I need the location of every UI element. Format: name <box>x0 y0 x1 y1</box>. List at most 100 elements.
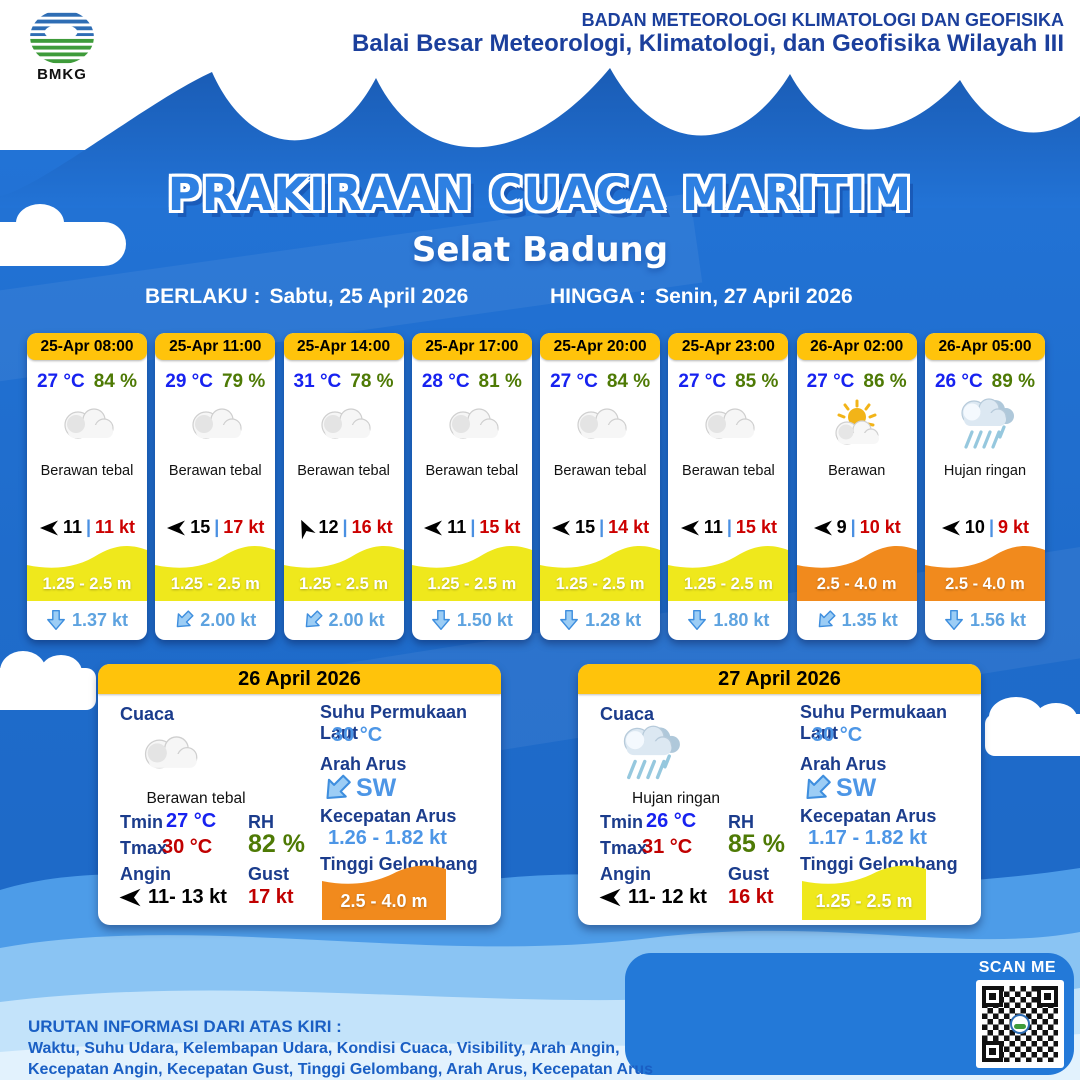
air-temperature: 27 °C <box>678 371 727 392</box>
air-temperature: 27 °C <box>36 371 85 392</box>
scan-panel: SCAN ME <box>625 953 1074 1075</box>
current-speed-label: Kecepatan Arus <box>320 806 457 826</box>
wind-speed: 10 kt <box>859 517 901 537</box>
tmax-label: Tmax <box>600 838 648 858</box>
forecast-time: 25-Apr 20:00 <box>540 333 661 360</box>
weather-label: Cuaca <box>120 704 175 724</box>
visibility-value: 11 <box>62 517 82 537</box>
visibility-value: 12 <box>318 517 339 537</box>
gust-label: Gust <box>248 864 290 884</box>
wind-speed: 17 kt <box>223 517 265 537</box>
current-direction-value: SW <box>356 774 397 802</box>
air-temperature: 26 °C <box>934 371 983 392</box>
weather-condition: Berawan <box>828 463 886 479</box>
current-speed: 2.00 kt <box>200 609 257 630</box>
weather-condition: Hujan ringan <box>943 463 1027 479</box>
current-direction-icon <box>315 767 358 810</box>
qr-code <box>976 980 1064 1068</box>
rh-label: RH <box>728 812 754 832</box>
current-row: 1.50 kt <box>412 609 532 631</box>
current-row: 1.37 kt <box>27 609 147 631</box>
wind-row: 11- 12 kt <box>598 886 707 909</box>
separator: | <box>214 517 220 537</box>
forecast-time: 25-Apr 14:00 <box>283 333 404 360</box>
qr-finder-icon <box>982 1041 1003 1062</box>
wind-row: 15 | 17 kt <box>155 517 275 538</box>
forecast-time: 25-Apr 11:00 <box>155 333 276 360</box>
forecast-time: 26-Apr 05:00 <box>924 333 1045 360</box>
forecast-time: 26-Apr 02:00 <box>796 333 917 360</box>
wave-height: 1.25 - 2.5 m <box>683 575 773 593</box>
wave-height: 1.25 - 2.5 m <box>299 575 389 593</box>
org-name-line2: Balai Besar Meteorologi, Klimatologi, da… <box>352 30 1064 57</box>
weather-condition: Berawan tebal <box>553 463 647 479</box>
wave-height: 1.25 - 2.5 m <box>815 891 913 911</box>
wave-height-band: 1.25 - 2.5 m <box>27 545 147 601</box>
current-direction-icon <box>46 609 66 631</box>
wind-speed: 11 kt <box>95 517 136 537</box>
current-direction-icon <box>431 609 451 631</box>
separator: | <box>85 517 92 537</box>
wind-direction-icon <box>813 519 833 537</box>
visibility-value: 15 <box>190 517 211 537</box>
current-speed: 1.28 kt <box>585 609 642 630</box>
valid-from: BERLAKU : Sabtu, 25 April 2026 <box>145 285 468 309</box>
weather-condition: Hujan ringan <box>632 790 720 807</box>
wind-direction-icon <box>292 515 317 541</box>
sea-surface-temp-value: 30 °C <box>332 724 383 746</box>
humidity: 81 % <box>478 371 522 392</box>
wind-row: 10 | 9 kt <box>925 517 1045 538</box>
area-name: Selat Badung <box>411 230 669 270</box>
current-row: 1.56 kt <box>925 609 1045 631</box>
current-speed-value: 1.26 - 1.82 kt <box>328 827 447 849</box>
forecast-time: 25-Apr 23:00 <box>668 333 789 360</box>
humidity: 85 % <box>735 371 779 392</box>
wave-height-band: 1.25 - 2.5 m <box>802 865 926 920</box>
footer-info-title: URUTAN INFORMASI DARI ATAS KIRI : <box>28 1017 342 1036</box>
wave-height-band: 1.25 - 2.5 m <box>155 545 276 601</box>
current-direction-icon <box>811 605 841 635</box>
wave-height-band: 2.5 - 4.0 m <box>322 865 446 920</box>
wave-height-band: 1.25 - 2.5 m <box>540 545 661 601</box>
wind-direction-icon <box>598 887 622 908</box>
forecast-card: 25-Apr 08:00 27 °C 84 % Berawan tebal 11 … <box>27 333 147 640</box>
visibility-value: 15 <box>575 517 596 537</box>
qr-finder-icon <box>982 986 1003 1007</box>
weather-icon <box>824 395 890 455</box>
weather-condition: Berawan tebal <box>168 463 262 479</box>
current-row: 1.35 kt <box>797 609 917 631</box>
current-direction-icon <box>298 605 328 635</box>
wind-speed: 15 kt <box>479 517 521 537</box>
wind-range: 11- 13 kt <box>148 886 227 908</box>
humidity: 78 % <box>350 371 394 392</box>
current-speed-value: 1.17 - 1.82 kt <box>808 827 927 849</box>
daily-summary-card: 27 April 2026 Cuaca Hujan ringan Tmin 26… <box>578 664 981 925</box>
hourly-forecast-row: 25-Apr 08:00 27 °C 84 % Berawan tebal 11 … <box>27 333 1045 640</box>
weather-icon <box>695 395 761 455</box>
weather-icon <box>132 722 206 786</box>
qr-finder-icon <box>1037 986 1058 1007</box>
current-direction-value: SW <box>836 774 877 802</box>
wind-speed: 9 kt <box>997 517 1030 537</box>
current-direction-label: Arah Arus <box>320 754 407 774</box>
wind-label: Angin <box>120 864 171 884</box>
current-direction-icon <box>795 767 838 810</box>
sea-surface-temp-value: 30 °C <box>812 724 863 746</box>
current-speed: 1.35 kt <box>841 609 898 630</box>
wind-row: 9 | 10 kt <box>797 517 917 538</box>
tmax-value: 30 °C <box>162 836 213 858</box>
air-temperature: 31 °C <box>293 371 342 392</box>
daily-date: 26 April 2026 <box>98 664 501 694</box>
rh-value: 82 % <box>248 830 305 858</box>
weather-condition: Berawan tebal <box>40 463 134 479</box>
wind-speed: 14 kt <box>608 517 650 537</box>
forecast-card: 25-Apr 23:00 27 °C 85 % Berawan tebal 11 … <box>668 333 789 640</box>
wave-height: 2.5 - 4.0 m <box>340 891 428 911</box>
rh-value: 85 % <box>728 830 785 858</box>
forecast-card: 25-Apr 11:00 29 °C 79 % Berawan tebal 15 … <box>155 333 276 640</box>
tmax-label: Tmax <box>120 838 168 858</box>
wave-height-band: 1.25 - 2.5 m <box>411 545 532 601</box>
current-speed: 1.56 kt <box>969 609 1026 630</box>
wave-height: 2.5 - 4.0 m <box>945 575 1025 593</box>
tmin-value: 26 °C <box>646 810 697 832</box>
